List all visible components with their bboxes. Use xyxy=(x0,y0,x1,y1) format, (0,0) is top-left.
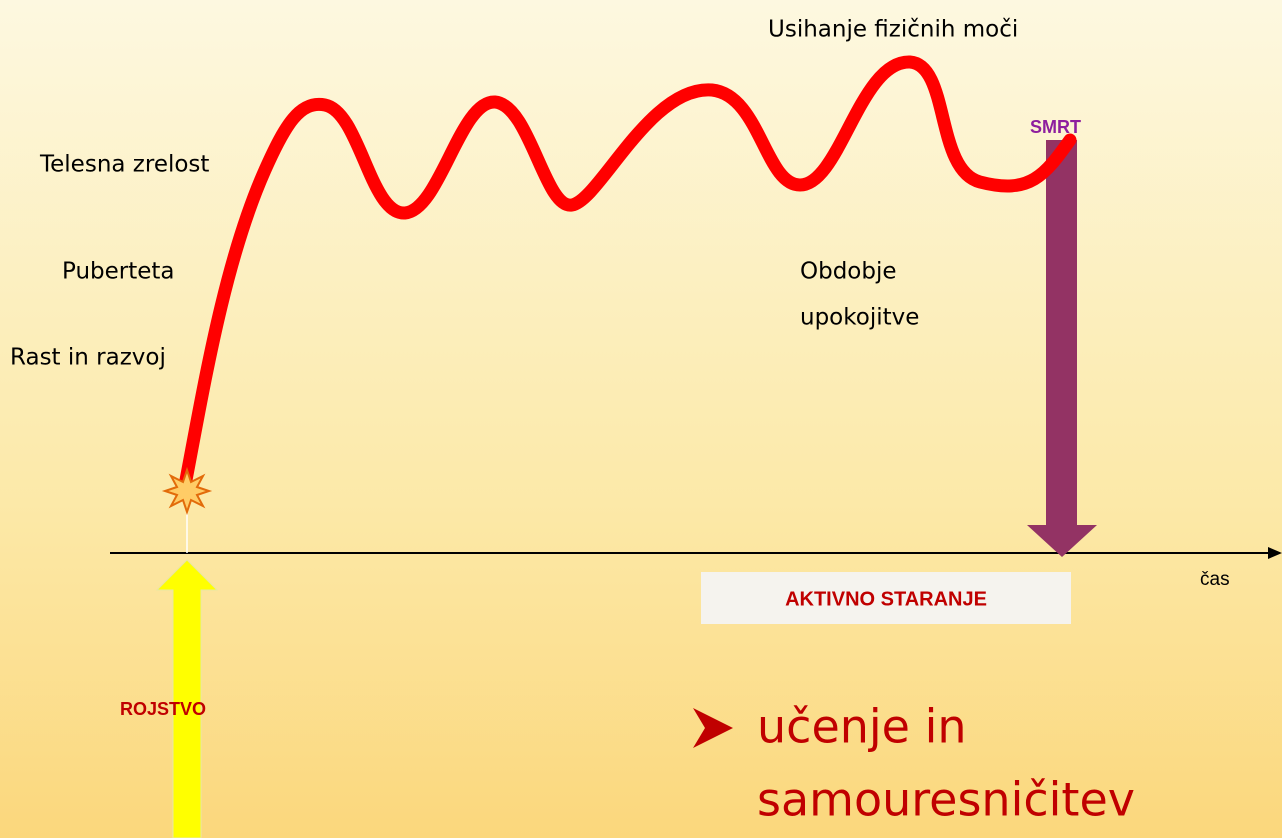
title: Usihanje fizičnih moči xyxy=(768,17,1018,43)
death-arrow xyxy=(1027,140,1097,557)
birth-star xyxy=(161,466,213,516)
active-aging-box xyxy=(701,572,1071,624)
puberty-label: Puberteta xyxy=(62,259,175,285)
time-label: čas xyxy=(1200,569,1230,590)
bullet-icon xyxy=(693,708,733,748)
axis-arrowhead xyxy=(1268,547,1282,559)
active-aging-label: AKTIVNO STARANJE xyxy=(785,588,987,610)
life-curve xyxy=(179,55,1077,487)
growth-label: Rast in razvoj xyxy=(10,345,166,371)
death-label: SMRT xyxy=(1030,117,1081,137)
maturity-label: Telesna zrelost xyxy=(39,152,209,178)
birth-arrow xyxy=(155,559,219,838)
birth-label: ROJSTVO xyxy=(120,699,206,719)
retirement-label: upokojitve xyxy=(800,305,919,331)
retirement-label: Obdobje xyxy=(800,259,897,285)
bullet-text: učenje in xyxy=(757,700,967,754)
bullet-text: samouresničitev xyxy=(757,773,1135,827)
